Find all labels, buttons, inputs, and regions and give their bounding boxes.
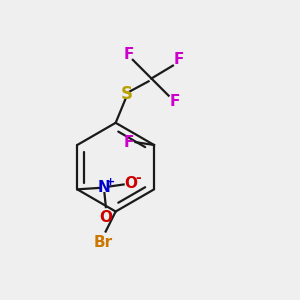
Text: F: F [173,52,184,68]
Text: O: O [99,210,112,225]
Text: Br: Br [93,236,112,250]
Text: S: S [121,85,133,103]
Text: F: F [123,135,134,150]
Text: O: O [124,176,137,191]
Text: N: N [98,180,111,195]
Text: -: - [136,171,141,185]
Text: +: + [106,177,116,187]
Text: F: F [123,47,134,62]
Text: F: F [169,94,179,109]
